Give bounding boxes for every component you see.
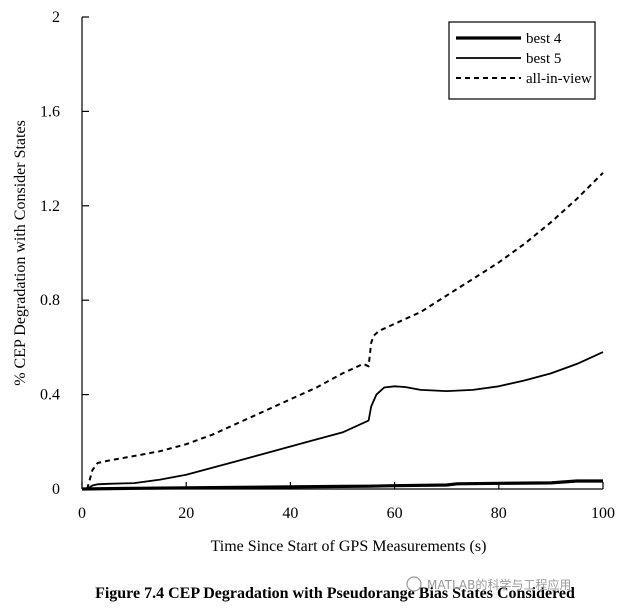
- x-tick-label: 80: [491, 505, 507, 522]
- x-tick-label: 20: [178, 505, 194, 522]
- legend-label: all-in-view: [526, 71, 592, 87]
- x-tick-label: 0: [78, 505, 86, 522]
- legend-label: best 5: [526, 51, 561, 67]
- watermark: MATLAB的科学与工程应用: [406, 576, 571, 592]
- series-line-best-5: [86, 351, 604, 490]
- series-line-best-4: [81, 479, 603, 491]
- figure-caption: Figure 7.4 CEP Degradation with Pseudora…: [95, 585, 575, 602]
- legend-label: best 4: [526, 31, 562, 47]
- x-tick-label: 60: [387, 505, 403, 522]
- legend-box: [448, 21, 596, 100]
- wechat-icon: [406, 576, 422, 592]
- y-tick-label: 0: [52, 481, 60, 498]
- y-axis-label: % CEP Degradation with Consider States: [12, 120, 29, 386]
- y-tick-label: 0.4: [40, 387, 60, 404]
- x-axis-label: Time Since Start of GPS Measurements (s): [211, 538, 487, 555]
- watermark-text: MATLAB的科学与工程应用: [427, 577, 571, 592]
- legend: best 4 best 5 all-in-view: [448, 21, 596, 100]
- y-tick-label: 2: [52, 9, 60, 26]
- y-tick-label: 1.6: [40, 103, 60, 120]
- y-tick-label: 0.8: [40, 292, 60, 309]
- x-tick-label: 100: [591, 505, 615, 522]
- x-tick-label: 40: [282, 505, 298, 522]
- y-tick-label: 1.2: [40, 198, 60, 215]
- series-line-all-in-view: [86, 172, 604, 490]
